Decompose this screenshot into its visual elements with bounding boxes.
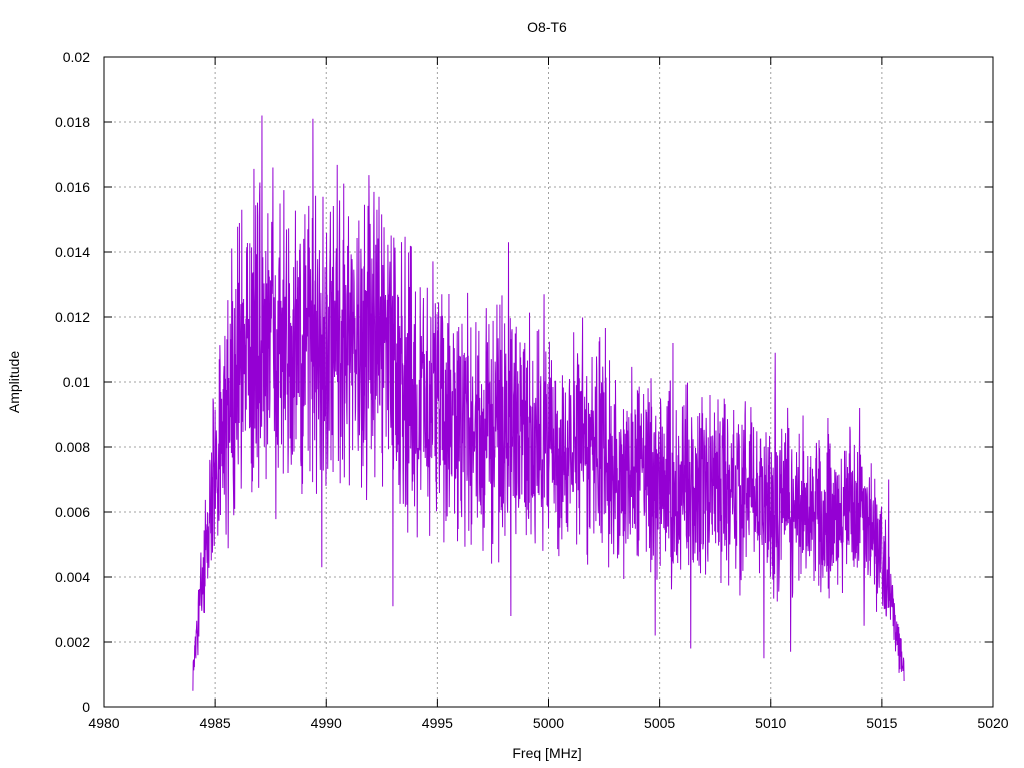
x-axis-title: Freq [MHz] xyxy=(512,745,581,761)
x-tick-labels: 4980 4985 4990 4995 5000 5005 5010 5015 5020 xyxy=(88,715,1008,731)
y-tick-label: 0.004 xyxy=(55,569,90,585)
x-tick-label: 4980 xyxy=(88,715,119,731)
x-tick-label: 5020 xyxy=(977,715,1008,731)
y-tick-label: 0.006 xyxy=(55,504,90,520)
y-tick-label: 0.002 xyxy=(55,634,90,650)
y-tick-label: 0.018 xyxy=(55,114,90,130)
y-tick-label: 0.014 xyxy=(55,244,90,260)
x-tick-label: 5000 xyxy=(533,715,564,731)
y-tick-label: 0.01 xyxy=(63,374,90,390)
x-tick-label: 4990 xyxy=(311,715,342,731)
x-tick-label: 4995 xyxy=(422,715,453,731)
y-tick-labels: 0 0.002 0.004 0.006 0.008 0.01 0.012 0.014 0.016… xyxy=(55,49,90,715)
x-tick-label: 4985 xyxy=(200,715,231,731)
x-tick-label: 5005 xyxy=(644,715,675,731)
y-tick-label: 0.016 xyxy=(55,179,90,195)
chart-title: O8-T6 xyxy=(527,19,567,35)
x-tick-label: 5010 xyxy=(755,715,786,731)
y-axis-title: Amplitude xyxy=(6,351,22,413)
series-line xyxy=(192,115,905,691)
y-tick-label: 0.008 xyxy=(55,439,90,455)
x-tick-label: 5015 xyxy=(866,715,897,731)
y-tick-label: 0.012 xyxy=(55,309,90,325)
y-tick-label: 0 xyxy=(82,699,90,715)
y-tick-label: 0.02 xyxy=(63,49,90,65)
ticks xyxy=(103,56,994,708)
